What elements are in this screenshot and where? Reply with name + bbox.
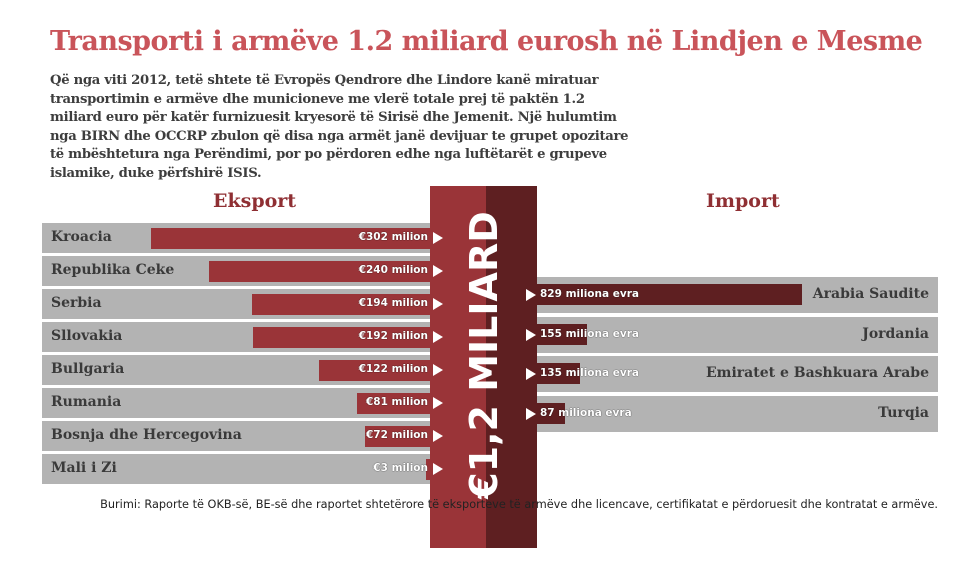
import-country-label: Jordania (862, 325, 929, 342)
export-bar (318, 360, 432, 381)
export-bar (356, 393, 432, 414)
arrow-icon (526, 289, 536, 301)
total-column-import (486, 186, 537, 548)
export-bar (208, 261, 432, 282)
export-country-label: Bosnja dhe Hercegovina (51, 427, 242, 443)
import-bar (537, 363, 581, 384)
arrow-icon (433, 232, 443, 244)
export-bar (365, 426, 432, 447)
import-value-label: 155 miliona evra (540, 327, 639, 340)
import-bar (537, 284, 803, 305)
import-country-label: Turqia (878, 404, 929, 421)
export-value-label: €240 milion (358, 264, 428, 276)
export-bar (251, 294, 432, 315)
import-heading: Import (706, 190, 780, 212)
export-country-label: Bullgaria (51, 361, 125, 377)
total-label: €1,2 MILIARD (462, 211, 506, 499)
import-value-label: 135 miliona evra (540, 367, 639, 379)
arrow-icon (526, 407, 536, 420)
export-country-label: Serbia (51, 295, 102, 311)
export-value-label: €194 milion (358, 297, 428, 309)
import-country-label: Emiratet e Bashkuara Arabe (706, 365, 929, 381)
export-bar (253, 327, 432, 348)
export-country-label: Rumania (51, 394, 122, 410)
import-row (537, 316, 938, 353)
export-heading: Eksport (213, 190, 297, 212)
export-value-label: €122 milion (358, 363, 428, 375)
export-country-label: Sllovakia (51, 328, 123, 344)
arrow-icon (433, 463, 443, 475)
arrow-icon (433, 364, 443, 376)
export-value-label: €192 milion (358, 330, 428, 342)
export-value-label: €81 milion (365, 396, 428, 408)
import-row (537, 395, 938, 432)
export-bar (426, 459, 432, 480)
intro-text: Që nga viti 2012, tetë shtete të Evropës… (50, 73, 629, 181)
import-row (537, 356, 938, 392)
export-row (42, 454, 442, 484)
import-value-label: 87 miliona evra (540, 406, 632, 419)
arrow-icon (433, 265, 443, 277)
arrow-icon (526, 368, 536, 380)
export-value-label: €302 milion (358, 231, 428, 243)
import-bar (537, 402, 565, 424)
export-country-label: Kroacia (51, 229, 112, 245)
import-value-label: 829 miliona evra (540, 288, 639, 300)
arrow-icon (526, 328, 536, 341)
export-country-label: Republika Ceke (51, 262, 175, 278)
export-bar (151, 228, 432, 249)
arrow-icon (433, 331, 443, 343)
import-bar (537, 323, 587, 345)
export-value-label: €72 milion (365, 429, 428, 441)
page-title: Transporti i armëve 1.2 miliard eurosh n… (50, 26, 923, 57)
export-country-label: Mali i Zi (51, 460, 117, 476)
arrow-icon (433, 430, 443, 442)
import-country-label: Arabia Saudite (812, 286, 929, 302)
source-note: Burimi: Raporte të OKB-së, BE-së dhe rap… (100, 498, 938, 511)
arrow-icon (433, 397, 443, 409)
export-value-label: €3 milion (373, 462, 428, 474)
arrow-icon (433, 298, 443, 310)
